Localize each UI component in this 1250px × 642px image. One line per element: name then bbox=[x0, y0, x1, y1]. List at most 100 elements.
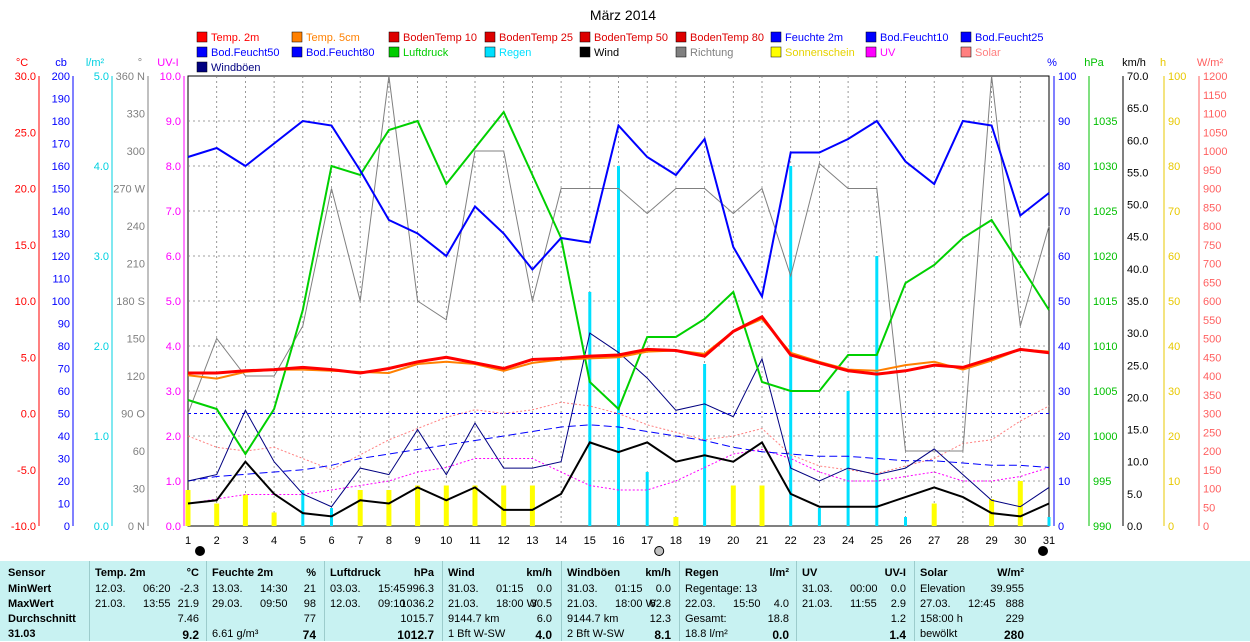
stats-cell-date: 31.03. bbox=[802, 583, 833, 595]
axis-tick-label: 40 bbox=[58, 431, 70, 443]
stats-cell-date: 2 Bft W-SW bbox=[567, 628, 625, 640]
stats-cell-value: 0.0 bbox=[890, 583, 906, 595]
legend-swatch bbox=[960, 31, 972, 43]
stats-unit: km/h bbox=[526, 567, 552, 579]
stats-cell-value: 6.0 bbox=[536, 613, 552, 625]
axis-tick-label: 110 bbox=[52, 274, 70, 286]
stats-cell-value: 1036.2 bbox=[400, 598, 434, 610]
stats-header: Windböen bbox=[567, 567, 621, 579]
legend-label: Temp. 2m bbox=[211, 32, 259, 44]
axis-tick-label: 0.0 bbox=[166, 521, 181, 533]
legend-label: Richtung bbox=[690, 47, 733, 59]
axis-tick-label: 90 bbox=[1058, 116, 1070, 128]
stats-header: Regen bbox=[685, 567, 719, 579]
axis-tick-label: 3.0 bbox=[94, 251, 109, 263]
x-tick-label: 20 bbox=[727, 535, 739, 547]
x-tick-label: 18 bbox=[670, 535, 682, 547]
axis-unit-label: h bbox=[1160, 57, 1166, 69]
stats-row-label: MaxWert bbox=[8, 598, 54, 610]
axis-tick-label: 20 bbox=[1168, 431, 1180, 443]
bar-regen bbox=[617, 166, 620, 526]
stats-cell-date: 158:00 h bbox=[920, 613, 963, 625]
legend-label: Bod.Feucht50 bbox=[211, 47, 280, 59]
axis-tick-label: 170 bbox=[52, 139, 70, 151]
axis-tick-label: 150 bbox=[127, 334, 145, 346]
axis-tick-label: 950 bbox=[1203, 165, 1221, 177]
axis-tick-label: 6.0 bbox=[166, 251, 181, 263]
legend-swatch bbox=[291, 31, 303, 43]
axis-tick-label: 1000 bbox=[1203, 146, 1227, 158]
x-tick-label: 6 bbox=[328, 535, 334, 547]
stats-cell-value: 21 bbox=[303, 583, 316, 595]
stats-cell-value: 18.8 bbox=[767, 613, 789, 625]
bar-sonnenschein bbox=[271, 512, 277, 526]
axis-unit-label: W/m² bbox=[1197, 57, 1224, 69]
stats-cell-date: 21.03. bbox=[567, 598, 598, 610]
axis-tick-label: 1.0 bbox=[166, 476, 181, 488]
axis-tick-label: 70 bbox=[58, 364, 70, 376]
axis-tick-label: -10.0 bbox=[11, 521, 36, 533]
axis-tick-label: 700 bbox=[1203, 259, 1221, 271]
stats-cell-value: 1.4 bbox=[889, 628, 906, 642]
stats-cell-value: 74 bbox=[302, 628, 316, 642]
axis-tick-label: 40 bbox=[1058, 341, 1070, 353]
x-tick-label: 12 bbox=[498, 535, 510, 547]
bar-sonnenschein bbox=[242, 494, 248, 526]
stats-cell-value: 0.0 bbox=[772, 628, 789, 642]
x-tick-label: 26 bbox=[899, 535, 911, 547]
stats-cell-value: 888 bbox=[1005, 598, 1024, 610]
stats-cell-time: 13:55 bbox=[143, 598, 171, 610]
legend-swatch bbox=[484, 31, 496, 43]
axis-tick-label: 130 bbox=[52, 229, 70, 241]
axis-tick-label: 350 bbox=[1203, 390, 1221, 402]
axis-tick-label: 150 bbox=[1203, 465, 1221, 477]
bar-regen bbox=[301, 490, 305, 526]
legend-label: Solar bbox=[975, 47, 1001, 59]
axis-tick-label: 30.0 bbox=[15, 71, 36, 83]
axis-unit-label: hPa bbox=[1084, 57, 1104, 69]
axis-tick-label: 210 bbox=[127, 259, 145, 271]
bar-sonnenschein bbox=[386, 490, 392, 526]
stats-cell-date: 1 Bft W-SW bbox=[448, 628, 506, 640]
axis-unit-label: °C bbox=[16, 57, 28, 69]
axis-tick-label: 5.0 bbox=[21, 352, 36, 364]
stats-cell-time: 15:50 bbox=[733, 598, 761, 610]
x-tick-label: 16 bbox=[612, 535, 624, 547]
axis-tick-label: 2.0 bbox=[166, 431, 181, 443]
stats-cell-date: 21.03. bbox=[95, 598, 126, 610]
axis-tick-label: 15.0 bbox=[15, 240, 36, 252]
event-marker bbox=[1038, 546, 1048, 556]
axis-unit-label: cb bbox=[55, 57, 67, 69]
legend-swatch bbox=[579, 46, 591, 58]
series-line-windb-en bbox=[187, 332, 1050, 508]
bar-sonnenschein bbox=[1017, 481, 1023, 526]
stats-cell-date: 29.03. bbox=[212, 598, 243, 610]
stats-cell-time: 09:10 bbox=[378, 598, 406, 610]
stats-cell-date: 21.03. bbox=[448, 598, 479, 610]
axis-unit-label: ° bbox=[138, 57, 142, 69]
axis-tick-label: 25.0 bbox=[15, 127, 36, 139]
stats-cell-date: 22.03. bbox=[685, 598, 716, 610]
legend-swatch bbox=[196, 61, 208, 73]
legend-swatch bbox=[675, 46, 687, 58]
stats-separator bbox=[796, 561, 797, 641]
axis-tick-label: 80 bbox=[1058, 161, 1070, 173]
axis-tick-label: 1035 bbox=[1093, 116, 1117, 128]
axis-tick-label: 7.0 bbox=[166, 206, 181, 218]
axis-unit-label: UV-I bbox=[157, 57, 178, 69]
bars bbox=[185, 166, 1051, 526]
stats-unit: l/m² bbox=[769, 567, 789, 579]
stats-cell-date: Gesamt: bbox=[685, 613, 727, 625]
stats-cell-date: 9144.7 km bbox=[567, 613, 619, 625]
x-tick-label: 10 bbox=[440, 535, 452, 547]
axis-tick-label: 120 bbox=[127, 371, 145, 383]
bar-sonnenschein bbox=[214, 503, 220, 526]
bar-regen bbox=[789, 166, 793, 526]
axis-tick-label: 270 W bbox=[113, 184, 145, 196]
x-tick-label: 30 bbox=[1014, 535, 1026, 547]
axis-tick-label: 10.0 bbox=[160, 71, 181, 83]
legend-label: Temp. 5cm bbox=[306, 32, 360, 44]
x-tick-label: 25 bbox=[871, 535, 883, 547]
legend-swatch bbox=[960, 46, 972, 58]
stats-cell-value: 1012.7 bbox=[397, 628, 434, 642]
